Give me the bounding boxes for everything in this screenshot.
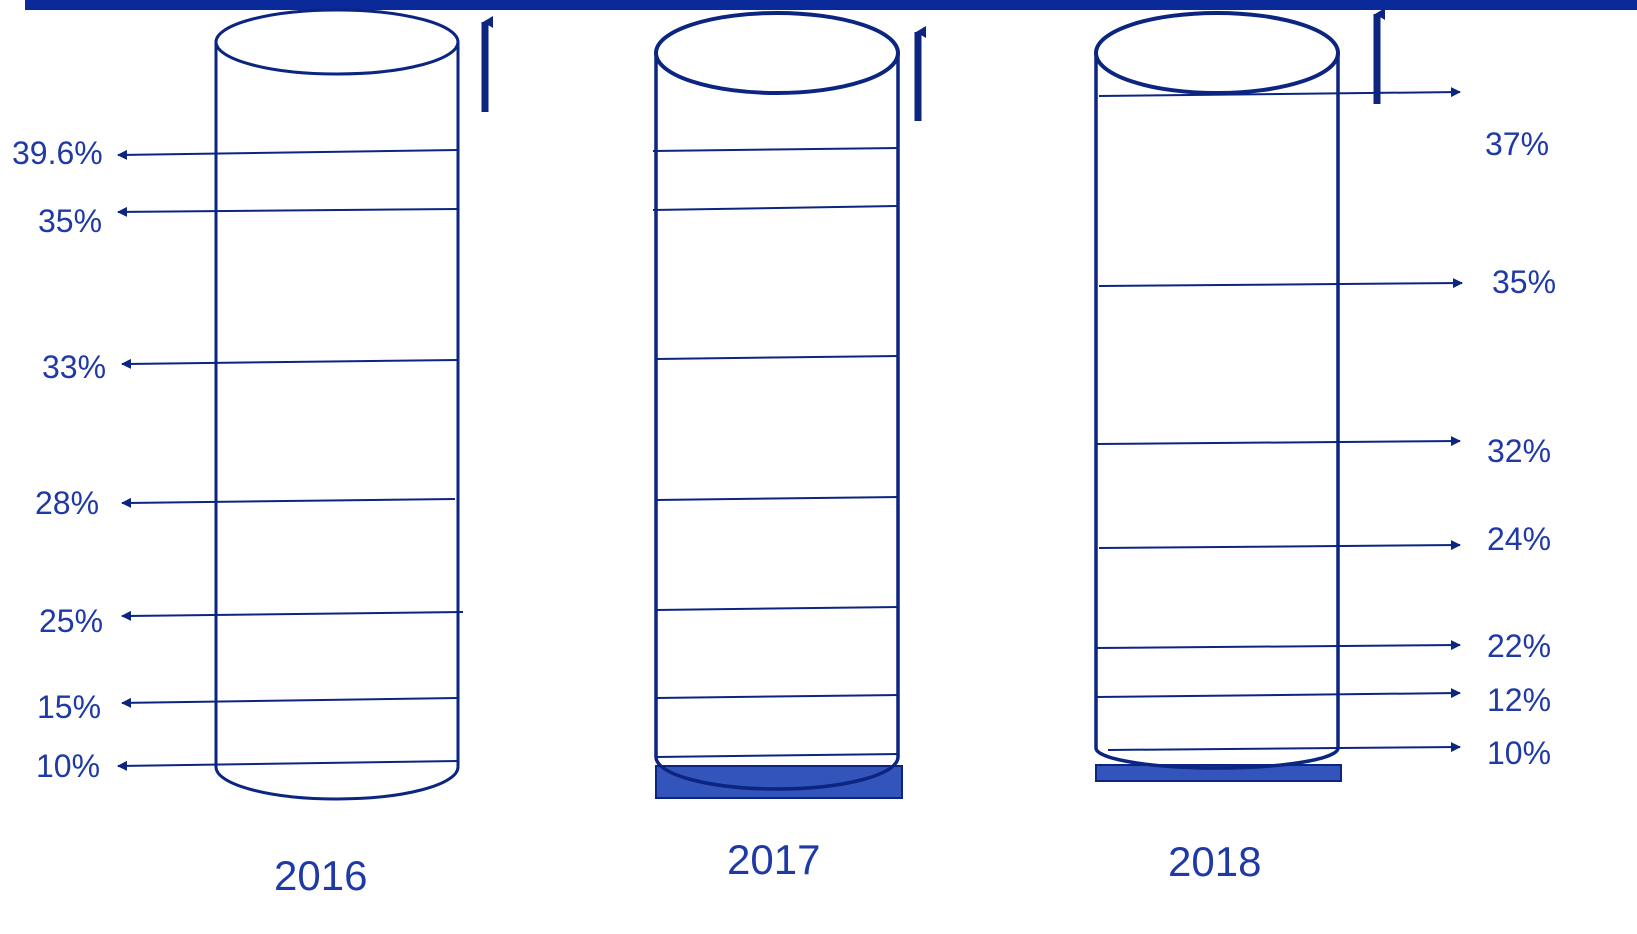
level-line <box>1098 278 1463 289</box>
level-line <box>1095 436 1461 447</box>
level-line <box>117 206 459 217</box>
level-label: 15% <box>37 689 101 725</box>
year-label: 2017 <box>727 836 820 883</box>
level-label: 22% <box>1487 628 1551 664</box>
cylinder-top <box>654 11 900 95</box>
level-line <box>1337 742 1461 753</box>
level-label: 33% <box>42 349 106 385</box>
cylinder-top <box>214 8 460 76</box>
level-label: 39.6% <box>12 135 103 171</box>
level-line <box>117 149 459 160</box>
level-line <box>652 147 899 152</box>
level-label: 25% <box>39 603 103 639</box>
cylinder-base <box>1095 764 1342 782</box>
cylinder-2017: 2017 <box>652 11 926 883</box>
level-line <box>1095 640 1461 651</box>
year-label: 2016 <box>274 852 367 899</box>
level-line <box>1095 688 1461 699</box>
level-label: 10% <box>36 748 100 784</box>
cylinder-base <box>655 765 903 799</box>
level-line <box>121 497 456 508</box>
level-line <box>655 355 899 360</box>
level-label: 28% <box>35 485 99 521</box>
level-line <box>117 760 459 771</box>
level-line <box>121 358 459 369</box>
level-line <box>652 205 899 211</box>
level-label: 35% <box>38 203 102 239</box>
level-line <box>121 697 459 708</box>
level-line <box>655 694 899 699</box>
year-label: 2018 <box>1168 838 1261 885</box>
level-line <box>655 606 899 611</box>
level-label: 35% <box>1492 264 1556 300</box>
level-label: 10% <box>1487 735 1551 771</box>
level-line <box>1098 87 1461 98</box>
cylinder-top <box>1094 11 1340 95</box>
level-line <box>1107 747 1339 751</box>
cylinder-2016: 39.6% 35% 33% 28% 25% 15% 10% 2016 <box>12 8 493 899</box>
level-line <box>121 610 464 621</box>
cylinder-2018: 37% 35% 32% 24% 22% 12% 10% 2018 <box>1094 8 1556 885</box>
level-line <box>1098 540 1461 551</box>
level-label: 24% <box>1487 521 1551 557</box>
level-label: 37% <box>1485 126 1549 162</box>
level-line <box>655 753 899 758</box>
header-band <box>25 0 1637 10</box>
level-label: 32% <box>1487 433 1551 469</box>
level-line <box>655 496 899 501</box>
level-label: 12% <box>1487 682 1551 718</box>
